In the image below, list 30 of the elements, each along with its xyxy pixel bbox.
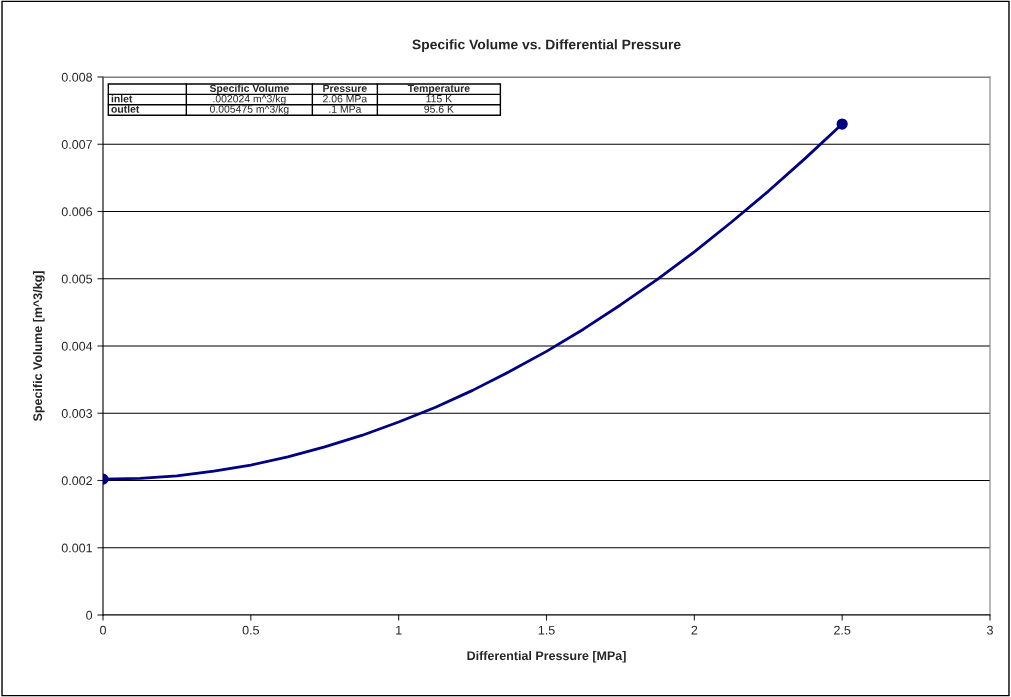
annotation: Specific Volume: [209, 84, 289, 95]
y-tick-label: 0.004: [61, 341, 93, 351]
x-axis-title: Differential Pressure [MPa]: [467, 650, 626, 663]
annotation: .002024 m^3/kg: [213, 94, 286, 105]
annotation: 2.06 MPa: [323, 95, 368, 103]
chart-title: Specific Volume vs. Differential Pressure: [412, 39, 681, 53]
y-axis-title: Specific Volume [m^3/kg]: [32, 271, 45, 422]
annotation: Pressure: [323, 84, 367, 92]
x-tick-label: 0: [100, 625, 106, 635]
x-tick-label: 2.5: [834, 625, 851, 635]
y-tick-label: 0.005: [61, 274, 93, 284]
y-tick-label: 0.007: [61, 140, 92, 149]
x-tick-label: 1.5: [538, 625, 555, 635]
annotation: Temperature: [407, 84, 470, 95]
x-tick-label: 3: [987, 625, 993, 635]
y-tick-label: 0.003: [61, 409, 93, 418]
x-tick-label: 2: [691, 625, 698, 635]
x-tick-label: 1: [396, 625, 402, 635]
annotation: 0.005475 m^3/kg: [209, 105, 289, 115]
y-tick-label: 0.001: [61, 543, 92, 553]
annotation: outlet: [111, 105, 140, 113]
y-tick-label: 0.002: [61, 476, 92, 486]
annotation: 115 K: [426, 95, 452, 103]
annotation: .1 MPa: [329, 105, 362, 113]
annotation: 95.6 K: [424, 105, 454, 113]
y-tick-label: 0.008: [61, 72, 93, 82]
y-tick-label: 0: [86, 610, 93, 620]
y-tick-label: 0.006: [61, 207, 93, 217]
x-tick-label: 0.5: [242, 625, 259, 635]
annotation: inlet: [111, 94, 133, 103]
